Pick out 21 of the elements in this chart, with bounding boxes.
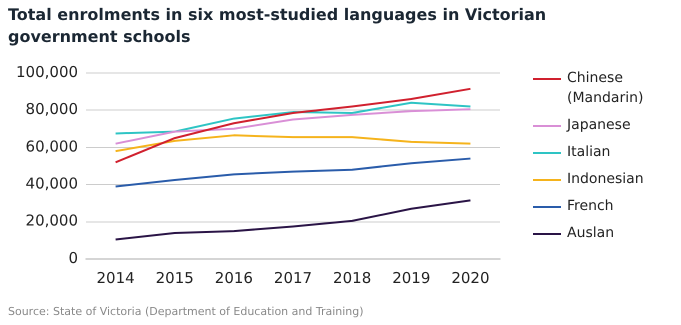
legend-label: Italian <box>567 143 610 162</box>
legend-label: Auslan <box>567 224 614 243</box>
y-tick-label: 20,000 <box>26 212 78 230</box>
x-tick-label: 2014 <box>96 268 135 287</box>
legend-label: Chinese (Mandarin) <box>567 69 644 108</box>
legend-label: Indonesian <box>567 170 644 189</box>
x-tick-label: 2015 <box>156 268 194 287</box>
x-tick-label: 2020 <box>451 268 490 287</box>
legend-label: Japanese <box>567 116 631 135</box>
x-tick-label: 2018 <box>333 268 372 287</box>
y-tick-label: 40,000 <box>26 174 78 192</box>
y-tick-label: 0 <box>68 248 78 267</box>
x-tick-label: 2019 <box>392 268 430 287</box>
source-note: Source: State of Victoria (Department of Education and Training) <box>8 305 364 318</box>
x-tick-label: 2016 <box>214 268 253 287</box>
y-tick-label: 60,000 <box>26 137 78 156</box>
x-tick-label: 2017 <box>274 268 312 287</box>
chart-title: Total enrolments in six most-studied languages in Victorian government schools <box>8 4 548 48</box>
y-tick-label: 100,000 <box>16 62 78 81</box>
legend-label: French <box>567 197 614 216</box>
y-tick-label: 80,000 <box>26 100 78 118</box>
